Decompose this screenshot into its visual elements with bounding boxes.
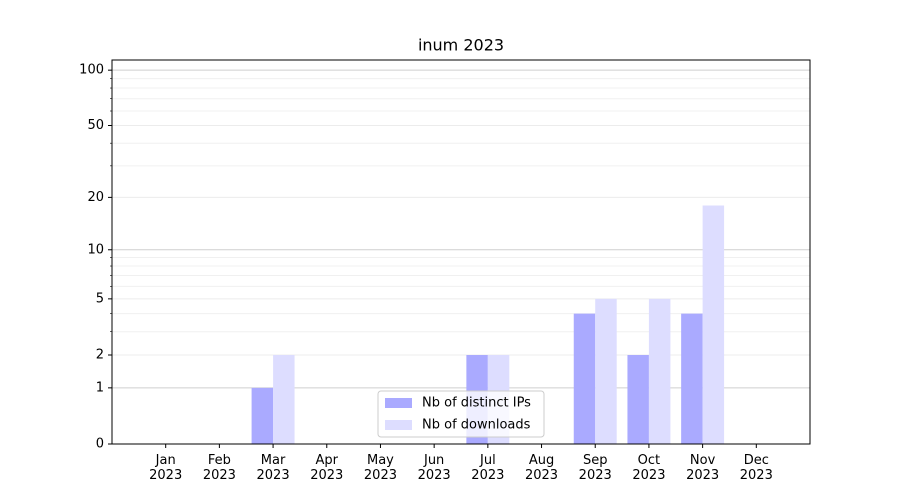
x-tick-label: Jun 2023: [417, 453, 451, 483]
y-tick-label: 0: [96, 437, 104, 452]
y-tick-label: 10: [87, 242, 104, 257]
x-tick-label: Mar 2023: [256, 453, 290, 483]
x-tick-label: Dec 2023: [739, 453, 773, 483]
bar: [251, 387, 274, 444]
bar: [627, 355, 649, 444]
bar: [273, 355, 295, 444]
x-tick-label: Sep 2023: [578, 453, 612, 483]
legend-label: Nb of downloads: [422, 418, 531, 433]
legend-label: Nb of distinct IPs: [422, 396, 531, 411]
legend: Nb of distinct IPs Nb of downloads: [377, 390, 545, 438]
x-tick-label: Oct 2023: [632, 453, 666, 483]
x-tick-label: Nov 2023: [686, 453, 720, 483]
y-tick-label: 100: [79, 63, 104, 78]
legend-swatch: [385, 420, 412, 430]
x-tick-label: Feb 2023: [202, 453, 236, 483]
bar: [595, 298, 617, 444]
y-tick-label: 5: [96, 291, 104, 306]
bar: [702, 205, 725, 444]
legend-swatch: [385, 398, 412, 408]
y-tick-label: 2: [96, 348, 104, 363]
y-tick-label: 20: [87, 190, 104, 205]
bar: [648, 298, 671, 444]
chart-title: inum 2023: [418, 36, 504, 55]
x-tick-label: Jan 2023: [149, 453, 183, 483]
plot-frame: [111, 59, 811, 445]
x-tick-label: Jul 2023: [471, 453, 505, 483]
x-tick-label: May 2023: [363, 453, 397, 483]
x-tick-label: Aug 2023: [524, 453, 559, 483]
y-tick-label: 1: [96, 380, 104, 395]
bar: [573, 313, 596, 444]
y-tick-label: 50: [87, 118, 104, 133]
legend-box: [377, 390, 545, 438]
x-tick-label: Apr 2023: [310, 453, 344, 483]
bar: [681, 313, 703, 444]
